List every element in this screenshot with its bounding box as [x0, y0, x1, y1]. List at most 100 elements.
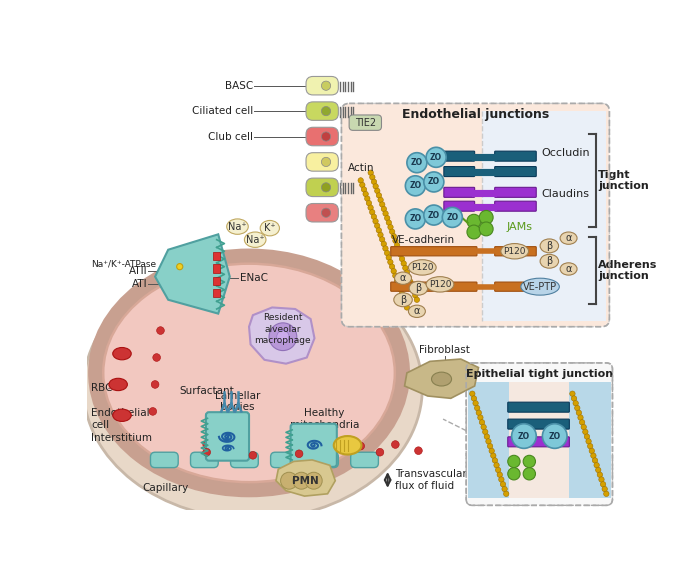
Circle shape	[369, 210, 375, 215]
FancyBboxPatch shape	[341, 103, 610, 327]
Circle shape	[407, 152, 427, 172]
Ellipse shape	[408, 260, 436, 275]
Circle shape	[543, 423, 567, 448]
Circle shape	[364, 196, 370, 201]
Text: VE-cadherin: VE-cadherin	[392, 235, 455, 245]
Circle shape	[479, 210, 493, 224]
Bar	[345, 111, 482, 321]
FancyBboxPatch shape	[495, 187, 536, 197]
Bar	[213, 277, 220, 285]
Circle shape	[399, 256, 405, 262]
Circle shape	[153, 354, 160, 362]
Circle shape	[203, 441, 210, 448]
FancyBboxPatch shape	[390, 282, 477, 291]
FancyBboxPatch shape	[495, 201, 536, 211]
Text: α: α	[400, 273, 406, 283]
Circle shape	[373, 218, 378, 224]
Circle shape	[321, 158, 331, 167]
Circle shape	[361, 187, 366, 192]
Circle shape	[489, 448, 495, 454]
Ellipse shape	[227, 219, 248, 234]
FancyBboxPatch shape	[206, 412, 249, 461]
Circle shape	[357, 442, 364, 450]
Circle shape	[389, 264, 395, 269]
Text: Ciliated cell: Ciliated cell	[192, 106, 253, 116]
Circle shape	[238, 448, 245, 456]
Ellipse shape	[334, 436, 362, 454]
Circle shape	[467, 225, 481, 239]
FancyBboxPatch shape	[306, 178, 338, 197]
Polygon shape	[155, 234, 229, 313]
Circle shape	[470, 391, 475, 397]
Bar	[213, 264, 220, 273]
Circle shape	[571, 396, 577, 401]
Circle shape	[588, 444, 593, 449]
FancyBboxPatch shape	[444, 187, 475, 197]
Ellipse shape	[84, 257, 422, 519]
Circle shape	[586, 439, 591, 444]
Circle shape	[386, 255, 391, 260]
Circle shape	[406, 209, 425, 229]
Circle shape	[486, 439, 491, 444]
Circle shape	[404, 305, 410, 310]
Circle shape	[388, 225, 393, 230]
Circle shape	[401, 296, 406, 301]
Circle shape	[403, 300, 408, 305]
Circle shape	[479, 222, 493, 236]
Circle shape	[406, 176, 425, 196]
Circle shape	[580, 419, 585, 425]
Circle shape	[503, 491, 509, 496]
Ellipse shape	[113, 347, 132, 360]
Text: α: α	[565, 233, 572, 243]
Text: ZO: ZO	[411, 158, 423, 167]
FancyBboxPatch shape	[306, 127, 338, 146]
Polygon shape	[249, 308, 314, 364]
Circle shape	[523, 456, 536, 468]
Text: Resident
alveolar
macrophage: Resident alveolar macrophage	[255, 313, 311, 346]
Circle shape	[177, 264, 183, 270]
Circle shape	[583, 429, 588, 434]
Circle shape	[321, 107, 331, 116]
Ellipse shape	[113, 409, 132, 421]
Circle shape	[379, 202, 385, 207]
FancyBboxPatch shape	[466, 363, 612, 505]
Text: Endothelial junctions: Endothelial junctions	[402, 108, 549, 121]
Circle shape	[495, 467, 501, 473]
Text: Adherens
junction: Adherens junction	[598, 260, 657, 281]
Text: P120: P120	[503, 247, 526, 256]
Circle shape	[157, 327, 164, 335]
Circle shape	[293, 472, 310, 489]
FancyBboxPatch shape	[310, 452, 338, 468]
FancyBboxPatch shape	[231, 452, 258, 468]
Circle shape	[600, 481, 606, 487]
Text: P120: P120	[411, 263, 434, 272]
Circle shape	[368, 170, 373, 175]
Circle shape	[381, 241, 386, 246]
Circle shape	[376, 193, 382, 198]
Circle shape	[494, 462, 499, 468]
Circle shape	[573, 401, 578, 406]
FancyBboxPatch shape	[151, 452, 178, 468]
Circle shape	[384, 215, 390, 221]
Text: ATII: ATII	[129, 265, 147, 276]
Circle shape	[381, 206, 386, 211]
Text: β: β	[400, 295, 406, 305]
Circle shape	[363, 191, 369, 197]
Text: ATI: ATI	[132, 280, 147, 289]
Circle shape	[471, 396, 477, 401]
Circle shape	[408, 279, 413, 284]
Circle shape	[603, 491, 609, 496]
Text: ZO: ZO	[427, 178, 440, 186]
Text: TIE2: TIE2	[355, 117, 376, 128]
Circle shape	[412, 293, 418, 298]
Text: Lamellar
bodies: Lamellar bodies	[215, 391, 260, 412]
Circle shape	[399, 291, 405, 297]
Circle shape	[398, 252, 403, 257]
Circle shape	[371, 179, 377, 185]
Ellipse shape	[103, 263, 395, 482]
Circle shape	[149, 407, 157, 415]
Bar	[482, 111, 606, 321]
Circle shape	[488, 444, 493, 449]
Circle shape	[493, 458, 497, 463]
Circle shape	[371, 214, 377, 219]
